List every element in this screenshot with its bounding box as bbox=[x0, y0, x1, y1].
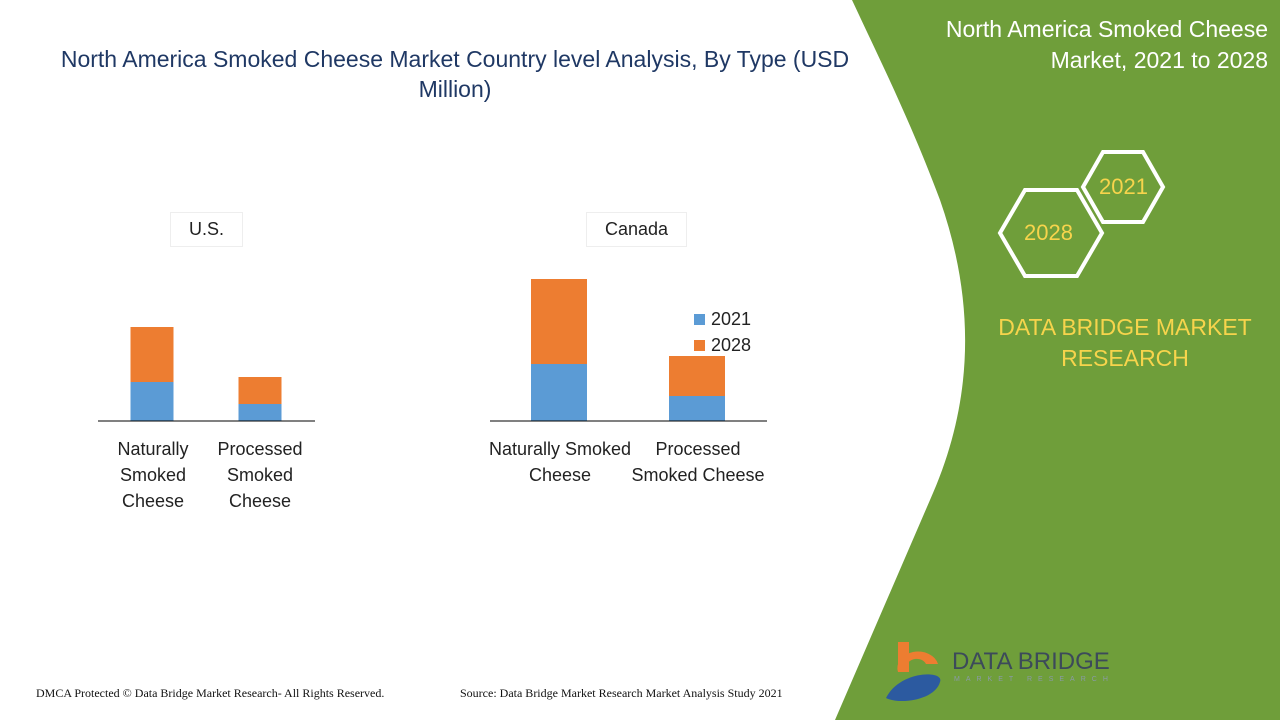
brand-text: DATA BRIDGE MARKET RESEARCH bbox=[998, 314, 1252, 371]
legend-swatch-2021 bbox=[694, 314, 705, 325]
hex-label-2021: 2021 bbox=[1099, 174, 1148, 199]
canada-tick-label: Processed Smoked Cheese bbox=[631, 439, 765, 485]
panel-title: North America Smoked Cheese Market, 2021… bbox=[945, 16, 1268, 73]
hex-label-2028: 2028 bbox=[1024, 220, 1073, 245]
legend: 2021 2028 bbox=[694, 306, 751, 358]
bar-2021 bbox=[238, 404, 282, 421]
logo-text: DATA BRIDGE bbox=[952, 648, 1110, 675]
bar-2021 bbox=[130, 382, 174, 421]
hexagon-2021 bbox=[1080, 150, 1166, 224]
bar-2021 bbox=[531, 364, 587, 421]
legend-swatch-2028 bbox=[694, 340, 705, 351]
copyright-text: DMCA Protected © Data Bridge Market Rese… bbox=[36, 686, 385, 700]
legend-label-2028: 2028 bbox=[711, 335, 752, 355]
source-text: Source: Data Bridge Market Research Mark… bbox=[460, 686, 783, 700]
legend-item-2021: 2021 bbox=[694, 306, 751, 332]
us-chart-title: U.S. bbox=[170, 212, 244, 247]
bar-2028 bbox=[531, 279, 587, 364]
legend-label-2021: 2021 bbox=[711, 309, 752, 329]
legend-item-2028: 2028 bbox=[694, 332, 751, 358]
charts bbox=[98, 279, 767, 422]
bar-2021 bbox=[669, 396, 725, 421]
canada-tick-label: Naturally Smoked Cheese bbox=[488, 439, 632, 485]
bar-2028 bbox=[130, 327, 174, 382]
us-tick-label: Processed Smoked Cheese bbox=[217, 439, 303, 511]
canada-chart-title: Canada bbox=[586, 212, 688, 247]
us-tick-label: Naturally Smoked Cheese bbox=[117, 439, 189, 511]
bar-2028 bbox=[669, 356, 725, 396]
logo-icon bbox=[886, 642, 941, 702]
hexagon-2028 bbox=[997, 188, 1105, 278]
bar-2028 bbox=[238, 377, 282, 404]
chart-title: North America Smoked Cheese Market Count… bbox=[60, 46, 850, 102]
logo-subtext: MARKET RESEARCH bbox=[954, 676, 1114, 683]
